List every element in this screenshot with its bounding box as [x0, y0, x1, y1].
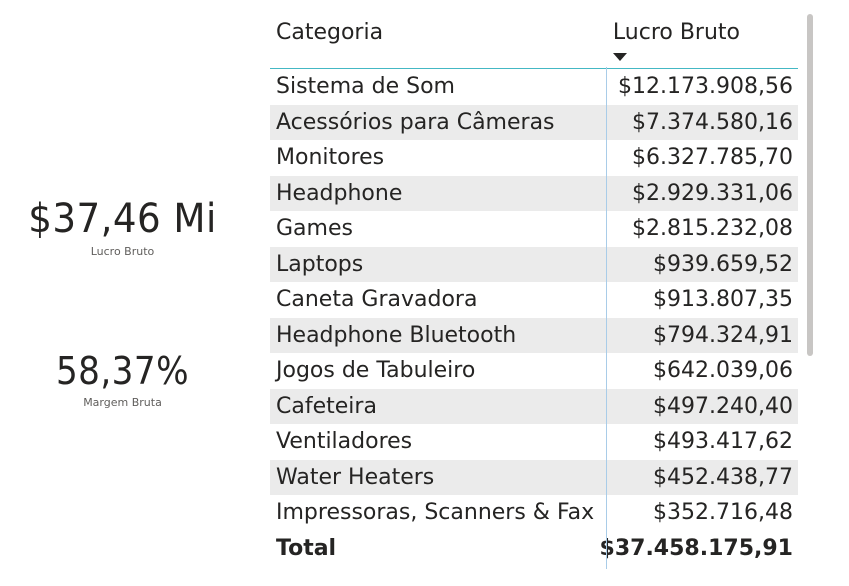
- table-row[interactable]: Ventiladores $493.417,62: [270, 424, 798, 460]
- table-row[interactable]: Acessórios para Câmeras $7.374.580,16: [270, 104, 798, 140]
- table-row[interactable]: Cafeteira $497.240,40: [270, 388, 798, 424]
- total-value: $37.458.175,91: [599, 535, 793, 561]
- cell-lucro-bruto: $939.659,52: [653, 251, 793, 277]
- table-row[interactable]: Monitores $6.327.785,70: [270, 140, 798, 176]
- cell-categoria: Ventiladores: [276, 429, 413, 454]
- cell-lucro-bruto: $12.173.908,56: [618, 74, 793, 99]
- kpi-card-margem-bruta: 58,37% Margem Bruta: [0, 352, 245, 409]
- data-table: Categoria Lucro Bruto Sistema de Som $12.…: [270, 14, 798, 569]
- cell-categoria: Cafeteira: [276, 393, 377, 419]
- total-label: Total: [276, 535, 337, 561]
- table-row[interactable]: Sistema de Som $12.173.908,56: [270, 69, 798, 105]
- cell-categoria: Jogos de Tabuleiro: [276, 358, 476, 383]
- cell-categoria: Headphone Bluetooth: [276, 322, 517, 348]
- cell-lucro-bruto: $452.438,77: [653, 464, 793, 490]
- column-header-lucro-bruto[interactable]: Lucro Bruto: [612, 20, 740, 45]
- table-row[interactable]: Impressoras, Scanners & Fax $352.716,48: [270, 495, 798, 531]
- cell-lucro-bruto: $7.374.580,16: [632, 109, 793, 135]
- kpi-label-lucro-bruto: Lucro Bruto: [90, 245, 155, 258]
- cell-categoria: Sistema de Som: [276, 74, 455, 99]
- table-visual: Categoria Lucro Bruto Sistema de Som $12.…: [270, 14, 815, 586]
- table-row[interactable]: Laptops $939.659,52: [270, 246, 798, 282]
- cell-lucro-bruto: $642.039,06: [653, 358, 793, 383]
- column-divider: [606, 67, 607, 569]
- table-total-row: Total $37.458.175,91: [270, 531, 798, 567]
- cell-lucro-bruto: $352.716,48: [653, 500, 793, 525]
- table-header: Categoria Lucro Bruto: [270, 14, 798, 69]
- cell-lucro-bruto: $497.240,40: [653, 393, 793, 419]
- sort-descending-icon[interactable]: [613, 53, 627, 61]
- cell-lucro-bruto: $913.807,35: [653, 287, 793, 312]
- cell-categoria: Headphone: [276, 180, 403, 206]
- kpi-value-lucro-bruto: $37,46 Mi: [28, 196, 217, 242]
- cell-categoria: Impressoras, Scanners & Fax: [276, 500, 595, 525]
- table-row[interactable]: Games $2.815.232,08: [270, 211, 798, 247]
- table-row[interactable]: Caneta Gravadora $913.807,35: [270, 282, 798, 318]
- cell-categoria: Laptops: [276, 251, 364, 277]
- cell-lucro-bruto: $2.929.331,06: [632, 180, 793, 206]
- table-row[interactable]: Headphone Bluetooth $794.324,91: [270, 317, 798, 353]
- cell-categoria: Games: [276, 216, 353, 241]
- cell-categoria: Caneta Gravadora: [276, 287, 478, 312]
- vertical-scrollbar[interactable]: [807, 14, 813, 356]
- cell-categoria: Water Heaters: [276, 464, 435, 490]
- column-header-categoria[interactable]: Categoria: [276, 20, 384, 45]
- table-body: Sistema de Som $12.173.908,56 Acessórios p…: [270, 69, 798, 531]
- table-row[interactable]: Jogos de Tabuleiro $642.039,06: [270, 353, 798, 389]
- cell-lucro-bruto: $2.815.232,08: [632, 216, 793, 241]
- cell-lucro-bruto: $6.327.785,70: [632, 145, 793, 170]
- cell-categoria: Monitores: [276, 145, 385, 170]
- cell-lucro-bruto: $493.417,62: [653, 429, 793, 454]
- cell-lucro-bruto: $794.324,91: [653, 322, 793, 348]
- kpi-label-margem-bruta: Margem Bruta: [83, 396, 162, 409]
- table-row[interactable]: Headphone $2.929.331,06: [270, 175, 798, 211]
- kpi-card-lucro-bruto: $37,46 Mi Lucro Bruto: [0, 199, 245, 258]
- kpi-value-margem-bruta: 58,37%: [55, 349, 190, 393]
- table-row[interactable]: Water Heaters $452.438,77: [270, 459, 798, 495]
- cell-categoria: Acessórios para Câmeras: [276, 109, 555, 135]
